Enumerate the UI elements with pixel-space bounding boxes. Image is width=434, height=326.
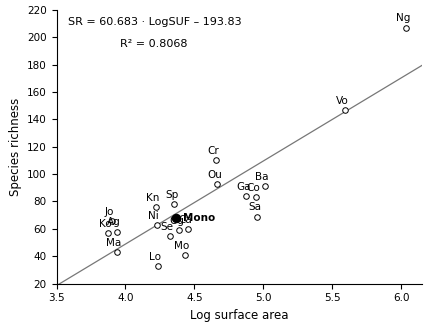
- Text: Cr: Cr: [207, 146, 219, 156]
- Text: Ou: Ou: [207, 170, 221, 180]
- Y-axis label: Species richness: Species richness: [9, 97, 21, 196]
- Text: Ko: Ko: [99, 219, 112, 229]
- Text: Ng: Ng: [395, 13, 410, 23]
- Text: Ag: Ag: [107, 217, 120, 228]
- Text: Mono: Mono: [182, 213, 214, 223]
- Text: Ba: Ba: [255, 172, 268, 182]
- Text: Sa: Sa: [247, 202, 260, 213]
- Text: Ga: Ga: [236, 182, 250, 192]
- Text: Co: Co: [246, 183, 260, 193]
- Text: Ca: Ca: [178, 215, 192, 225]
- Text: Ma: Ma: [106, 238, 121, 248]
- Text: Sp: Sp: [164, 190, 178, 200]
- X-axis label: Log surface area: Log surface area: [190, 309, 288, 322]
- Text: Se: Se: [160, 222, 173, 231]
- Text: Og: Og: [169, 216, 184, 226]
- Text: Kn: Kn: [146, 193, 159, 203]
- Text: Ni: Ni: [148, 211, 159, 221]
- Text: Lo: Lo: [149, 252, 161, 262]
- Text: R² = 0.8068: R² = 0.8068: [119, 38, 187, 49]
- Text: Jo: Jo: [105, 207, 114, 216]
- Text: SR = 60.683 · LogSUF – 193.83: SR = 60.683 · LogSUF – 193.83: [68, 17, 241, 27]
- Text: Mo: Mo: [174, 241, 189, 251]
- Text: Vo: Vo: [335, 96, 348, 106]
